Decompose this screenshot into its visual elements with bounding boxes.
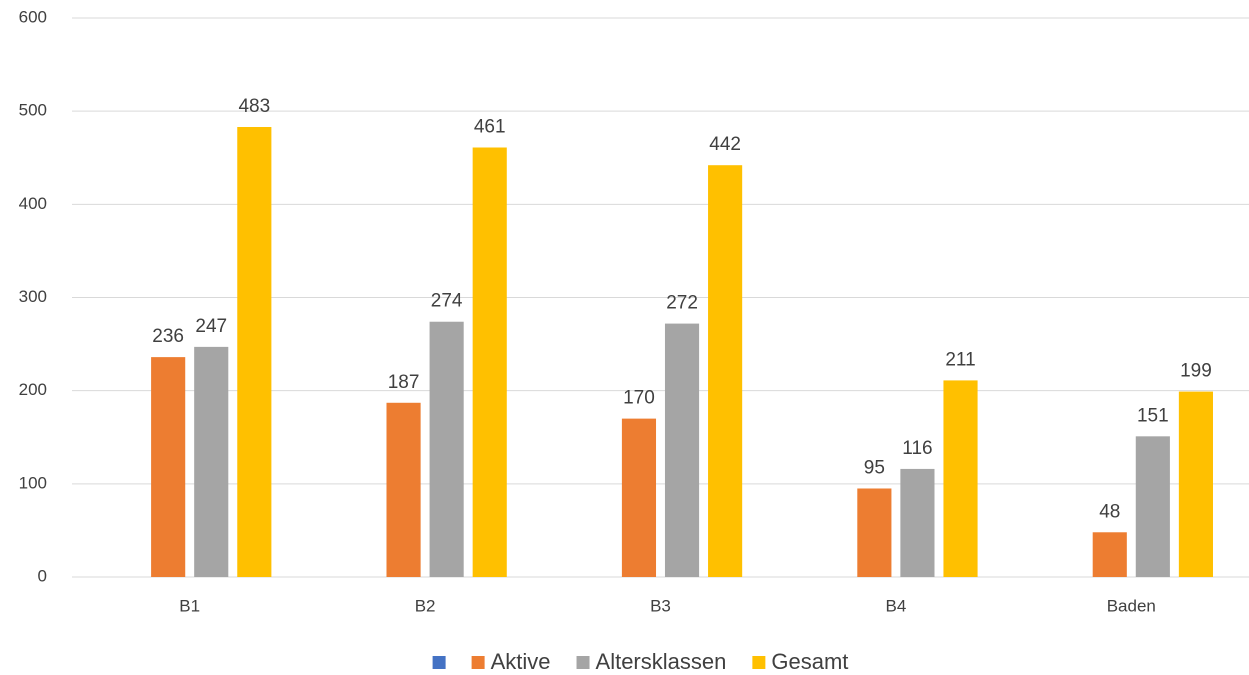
data-label: 187 (388, 372, 420, 393)
y-tick-label: 500 (19, 101, 47, 120)
data-label: 274 (431, 291, 463, 312)
data-label: 247 (195, 316, 227, 337)
data-label: 95 (864, 458, 885, 479)
bar (900, 468, 935, 577)
bar (472, 147, 507, 578)
x-tick-label: Baden (1107, 596, 1156, 615)
x-tick-label: B1 (179, 596, 200, 615)
bar (151, 357, 186, 577)
bar (708, 165, 743, 577)
bar (664, 323, 700, 577)
bar (1135, 436, 1170, 577)
data-label: 483 (238, 96, 270, 117)
data-label: 170 (623, 388, 655, 409)
data-label: 442 (709, 134, 741, 155)
bar (386, 402, 421, 577)
legend-swatch (471, 656, 485, 669)
legend-label: Aktive (491, 649, 551, 674)
y-tick-label: 0 (38, 566, 47, 585)
bar (857, 488, 892, 577)
bar (943, 380, 978, 577)
bar (1092, 532, 1127, 577)
legend-swatch (432, 656, 446, 669)
legend-label: Altersklassen (596, 649, 727, 674)
bar (237, 127, 272, 577)
data-label: 211 (945, 349, 975, 370)
data-label: 199 (1180, 361, 1212, 382)
x-tick-label: B2 (415, 596, 436, 615)
legend-swatch (576, 656, 590, 669)
data-label: 272 (666, 293, 698, 314)
y-tick-label: 400 (19, 194, 47, 213)
y-tick-label: 300 (19, 287, 47, 306)
legend-swatch (752, 656, 766, 669)
x-tick-label: B4 (886, 596, 907, 615)
x-tick-label: B3 (650, 596, 671, 615)
legend-label: Gesamt (771, 649, 848, 674)
data-label: 151 (1137, 405, 1169, 426)
y-tick-label: 600 (19, 7, 47, 26)
data-label: 116 (902, 438, 932, 459)
y-tick-label: 200 (19, 380, 47, 399)
bar (429, 321, 464, 577)
y-tick-label: 100 (19, 473, 47, 492)
data-label: 236 (152, 326, 184, 347)
bar (194, 346, 229, 577)
data-label: 461 (474, 117, 506, 138)
data-label: 48 (1099, 501, 1120, 522)
bar (1178, 391, 1213, 577)
bar (621, 418, 657, 577)
